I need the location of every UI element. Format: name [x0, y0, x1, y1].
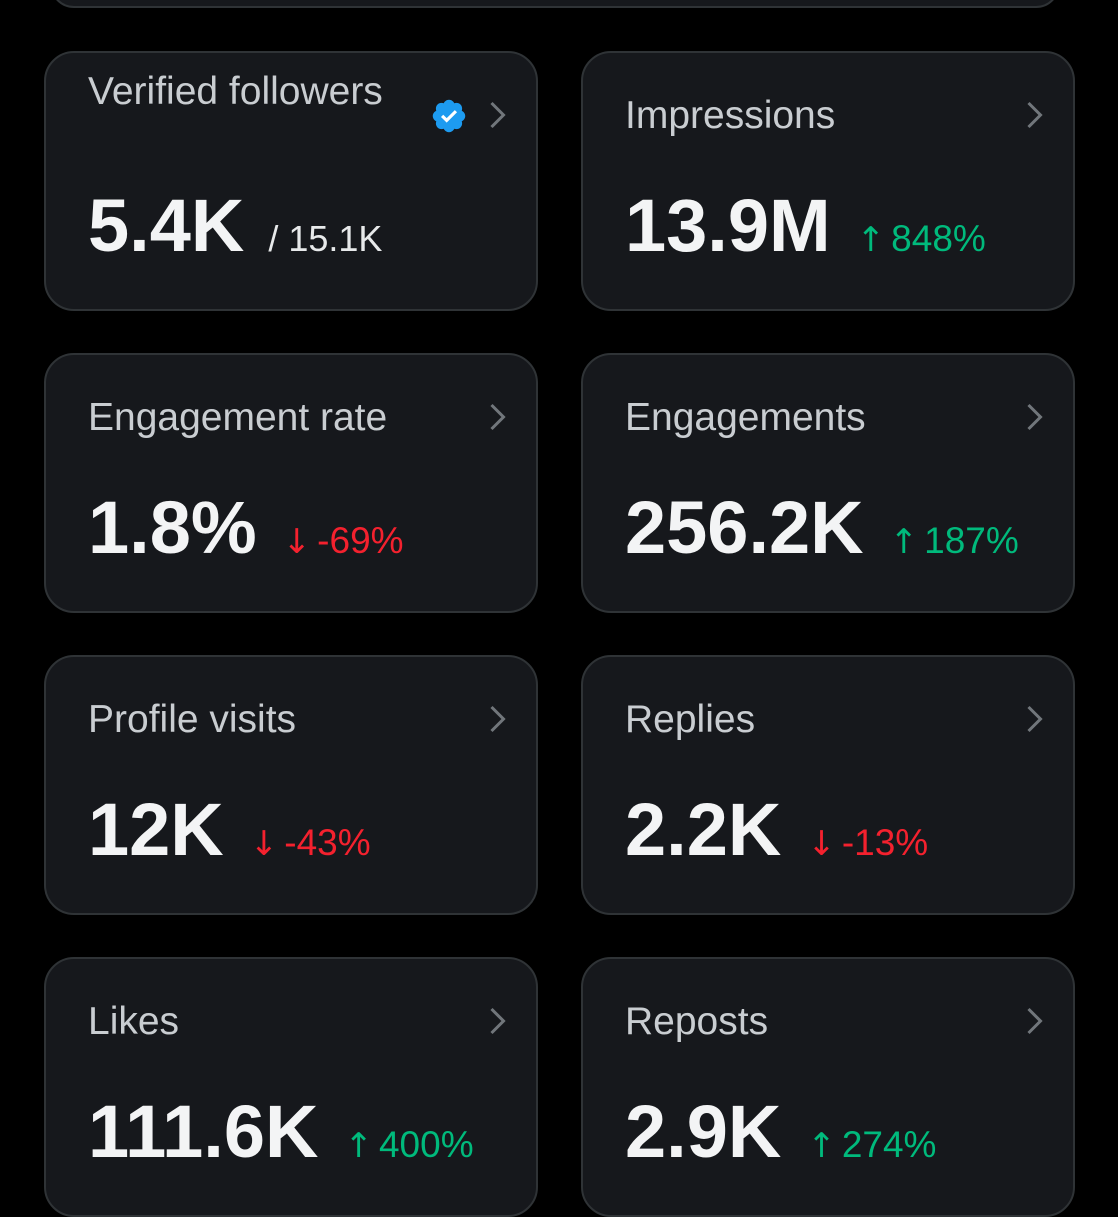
metric-value: 2.9K	[625, 1090, 782, 1173]
engagement-rate-card[interactable]: Engagement rate 1.8% ↓ -69%	[44, 353, 538, 613]
card-title: Impressions	[625, 94, 836, 137]
card-title: Reposts	[625, 1000, 769, 1043]
change-value: -69%	[317, 520, 404, 561]
metric-change: ↓ -69%	[283, 520, 404, 562]
metric-value: 111.6K	[88, 1090, 319, 1173]
value-row: 12K ↓ -43%	[88, 785, 371, 875]
value-row: 256.2K ↑ 187%	[625, 483, 1019, 573]
arrow-down-icon: ↓	[249, 824, 279, 864]
card-title: Likes	[88, 1000, 180, 1043]
card-title: Verified followers	[88, 70, 383, 113]
metric-change: ↓ -43%	[250, 822, 371, 864]
chevron-right-icon	[490, 101, 506, 129]
card-title: Profile visits	[88, 698, 297, 741]
value-row: 111.6K ↑ 400%	[88, 1087, 474, 1177]
analytics-grid: Verified followers 5.4K / 15.1K Impressi…	[44, 51, 1075, 1217]
chevron-right-icon	[1027, 101, 1043, 129]
chevron-right-icon	[490, 403, 506, 431]
metric-change: ↑ 187%	[890, 520, 1019, 562]
chevron-right-icon	[1027, 705, 1043, 733]
reposts-card[interactable]: Reposts 2.9K ↑ 274%	[581, 957, 1075, 1217]
metric-change: ↓ -13%	[807, 822, 928, 864]
engagements-card[interactable]: Engagements 256.2K ↑ 187%	[581, 353, 1075, 613]
chevron-right-icon	[1027, 403, 1043, 431]
value-row: 5.4K / 15.1K	[88, 181, 382, 271]
verified-badge-icon	[432, 99, 466, 133]
change-value: -43%	[284, 822, 371, 863]
replies-card[interactable]: Replies 2.2K ↓ -13%	[581, 655, 1075, 915]
card-title: Engagement rate	[88, 396, 388, 439]
change-value: 187%	[924, 520, 1019, 561]
metric-change: ↑ 400%	[344, 1124, 473, 1166]
metric-value: 256.2K	[625, 486, 864, 569]
metric-change: ↑ 274%	[807, 1124, 936, 1166]
metric-value: 13.9M	[625, 184, 831, 267]
previous-card-edge	[50, 0, 1060, 8]
metric-total: / 15.1K	[268, 218, 383, 259]
change-value: -13%	[841, 822, 929, 863]
verified-followers-card[interactable]: Verified followers 5.4K / 15.1K	[44, 51, 538, 311]
card-title: Engagements	[625, 396, 866, 439]
chevron-right-icon	[1027, 1007, 1043, 1035]
chevron-right-icon	[490, 705, 506, 733]
value-row: 2.9K ↑ 274%	[625, 1087, 936, 1177]
arrow-down-icon: ↓	[807, 824, 836, 864]
card-title: Replies	[625, 698, 756, 741]
impressions-card[interactable]: Impressions 13.9M ↑ 848%	[581, 51, 1075, 311]
arrow-down-icon: ↓	[282, 522, 312, 562]
value-row: 2.2K ↓ -13%	[625, 785, 928, 875]
metric-value: 5.4K	[88, 184, 245, 267]
arrow-up-icon: ↑	[889, 522, 919, 562]
metric-change: ↑ 848%	[857, 218, 986, 260]
likes-card[interactable]: Likes 111.6K ↑ 400%	[44, 957, 538, 1217]
value-row: 13.9M ↑ 848%	[625, 181, 986, 271]
profile-visits-card[interactable]: Profile visits 12K ↓ -43%	[44, 655, 538, 915]
metric-value: 2.2K	[625, 788, 782, 871]
change-value: 400%	[378, 1124, 474, 1165]
arrow-up-icon: ↑	[856, 220, 886, 260]
arrow-up-icon: ↑	[344, 1126, 373, 1166]
metric-value: 12K	[88, 788, 224, 871]
chevron-right-icon	[490, 1007, 506, 1035]
metric-value: 1.8%	[88, 486, 257, 569]
change-value: 848%	[891, 218, 986, 259]
arrow-up-icon: ↑	[807, 1126, 836, 1166]
change-value: 274%	[841, 1124, 937, 1165]
value-row: 1.8% ↓ -69%	[88, 483, 404, 573]
